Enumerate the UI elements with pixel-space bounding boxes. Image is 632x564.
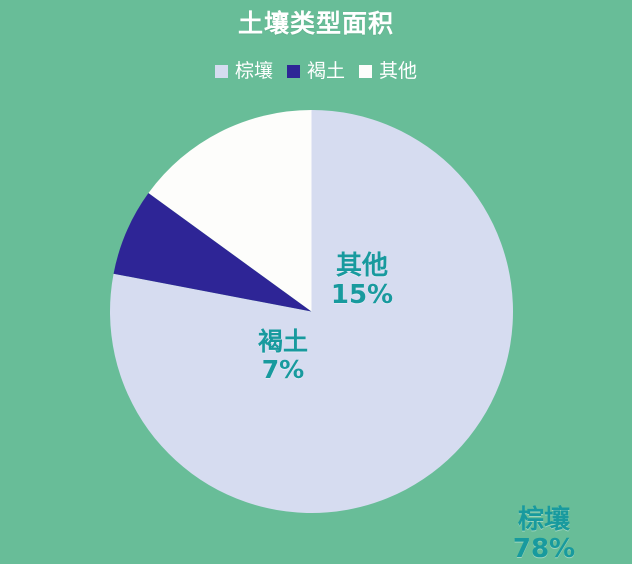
pie-label-hetu: 褐土 7% — [228, 328, 338, 384]
legend-label-zongrang: 棕壤 — [234, 60, 273, 82]
legend-label-qita: 其他 — [379, 60, 418, 82]
pie-chart: 棕壤 78% 褐土 7% 其他 15% — [110, 110, 575, 564]
pie-label-zongrang-percent: 78% — [512, 534, 576, 564]
legend-swatch-zongrang — [214, 64, 228, 78]
chart-title: 土壤类型面积 — [237, 9, 394, 38]
pie-slice-2[interactable] — [148, 110, 312, 312]
pie-label-qita-name: 其他 — [335, 251, 388, 281]
legend-item-hetu[interactable]: 褐土 — [286, 60, 345, 82]
pie-svg — [110, 110, 513, 513]
pie-label-zongrang: 棕壤 78% — [474, 505, 614, 564]
legend-swatch-qita — [359, 64, 372, 78]
pie-label-hetu-percent: 7% — [261, 355, 305, 384]
legend-swatch-hetu — [286, 64, 300, 78]
legend-item-qita[interactable]: 其他 — [359, 60, 417, 82]
pie-label-hetu-name: 褐土 — [257, 327, 308, 356]
pie-slice-1[interactable] — [113, 193, 312, 312]
legend-label-hetu: 褐土 — [306, 60, 345, 82]
legend-item-zongrang[interactable]: 棕壤 — [214, 60, 273, 82]
pie-label-qita-percent: 15% — [330, 280, 394, 311]
pie-label-qita: 其他 15% — [302, 251, 422, 311]
pie-label-zongrang-name: 棕壤 — [517, 505, 570, 535]
chart-canvas: 土壤类型面积 棕壤 褐土 其他 棕壤 78% 褐土 7% 其他 15% — [0, 9, 632, 564]
chart-legend: 棕壤 褐土 其他 — [0, 60, 632, 82]
